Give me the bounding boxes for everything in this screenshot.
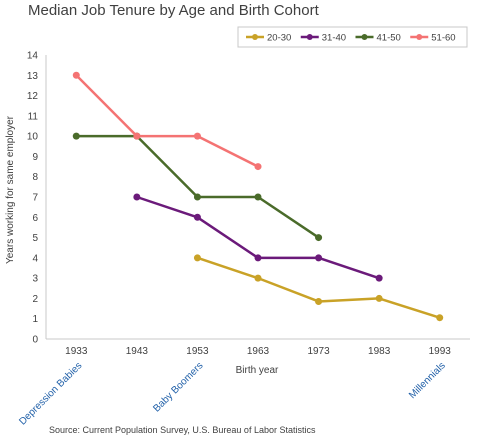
data-point — [315, 297, 323, 305]
legend-swatch-marker — [361, 34, 368, 40]
legend-box — [237, 26, 468, 48]
y-tick-label: 7 — [32, 193, 38, 204]
x-tick-label: 1963 — [247, 346, 270, 357]
y-tick-label: 0 — [32, 335, 38, 346]
source-note: Source: Current Population Survey, U.S. … — [49, 425, 316, 435]
data-point — [315, 254, 323, 262]
chart-title: Median Job Tenure by Age and Birth Cohor… — [28, 2, 320, 19]
data-point — [254, 163, 262, 171]
data-point — [375, 274, 383, 282]
legend-item: 20-30 — [246, 33, 291, 44]
cohort-label: Depression Babies — [17, 360, 84, 427]
x-tick-label: 1973 — [307, 346, 330, 357]
y-tick-label: 5 — [32, 233, 38, 244]
data-point — [193, 193, 201, 201]
legend-label: 51-60 — [431, 33, 455, 44]
legend-label: 20-30 — [267, 33, 291, 44]
y-tick-label: 9 — [32, 152, 38, 163]
series-31-40 — [133, 193, 383, 282]
y-axis-label: Years working for same employer — [5, 115, 16, 264]
x-tick-label: 1943 — [126, 346, 149, 357]
data-point — [436, 314, 444, 322]
series-line — [136, 195, 380, 280]
data-point — [193, 254, 201, 262]
y-tick-label: 11 — [28, 111, 39, 122]
data-point — [133, 193, 141, 201]
series-41-50 — [72, 132, 323, 242]
legend-swatch-marker — [252, 34, 258, 40]
legend-item: 41-50 — [355, 33, 401, 44]
data-point — [254, 274, 262, 282]
data-point — [193, 213, 201, 221]
legend: 20-30 31-40 41-50 51-60 — [237, 26, 468, 48]
series-51-60 — [72, 71, 262, 171]
y-tick-label: 10 — [27, 132, 39, 143]
series-line — [197, 256, 441, 319]
data-point — [193, 132, 201, 140]
data-point — [254, 193, 262, 201]
y-tick-label: 12 — [27, 91, 39, 102]
series-line — [76, 134, 320, 239]
cohort-label: Baby Boomers — [151, 360, 205, 414]
legend-label: 41-50 — [377, 33, 401, 44]
data-point — [72, 132, 80, 140]
y-tick-label: 6 — [32, 213, 38, 224]
legend-label: 31-40 — [322, 33, 346, 44]
x-axis-label: Birth year — [236, 365, 279, 376]
legend-swatch-marker — [306, 34, 313, 40]
y-tick-label: 3 — [32, 274, 38, 285]
x-tick-label: 1933 — [65, 346, 88, 357]
series-layer — [72, 71, 444, 322]
x-tick-labels: 1933 1943 1953 1963 1973 1983 1993 — [65, 346, 451, 357]
x-tick-label: 1953 — [186, 346, 209, 357]
cohort-labels: Depression Babies Baby Boomers Millennials — [17, 360, 448, 427]
y-tick-label: 13 — [27, 71, 39, 82]
y-tick-label: 1 — [32, 314, 38, 325]
y-tick-label: 2 — [32, 294, 38, 305]
cohort-label: Millennials — [407, 360, 448, 401]
y-tick-label: 4 — [32, 253, 38, 264]
x-tick-label: 1983 — [368, 346, 391, 357]
legend-item: 51-60 — [410, 33, 456, 44]
data-point — [254, 254, 262, 262]
x-tick-label: 1993 — [429, 346, 452, 357]
legend-item: 31-40 — [300, 33, 346, 44]
data-point — [133, 132, 141, 140]
series-20-30 — [193, 254, 444, 322]
y-tick-label: 8 — [32, 172, 38, 183]
legend-swatch-marker — [416, 34, 423, 40]
data-point — [72, 71, 80, 79]
series-line — [75, 74, 259, 168]
y-tick-label: 14 — [27, 51, 39, 62]
data-point — [315, 234, 323, 242]
data-point — [375, 294, 383, 302]
